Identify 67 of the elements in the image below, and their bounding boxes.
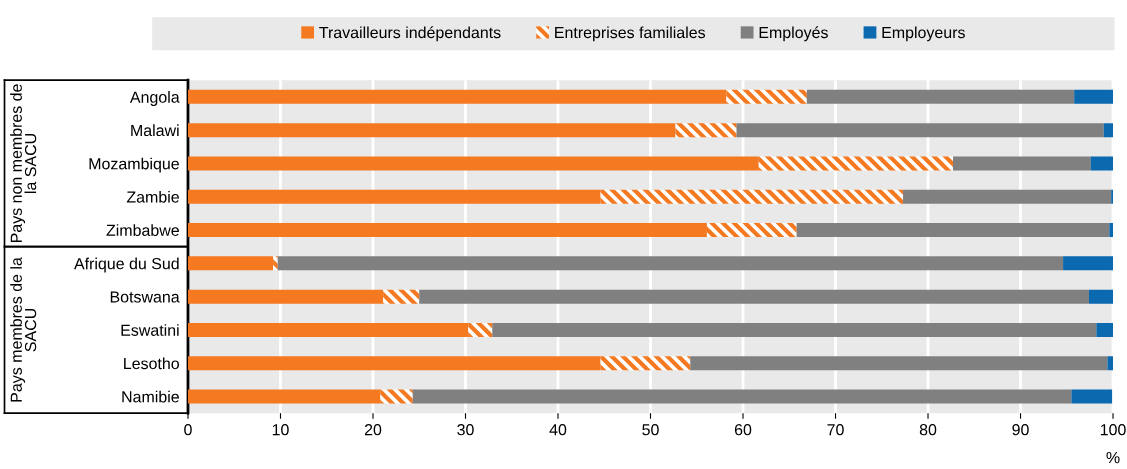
x-tick-label: 20 — [364, 424, 382, 436]
bar — [187, 356, 601, 371]
bar — [903, 189, 1112, 204]
bar — [690, 356, 1108, 371]
bar — [1063, 256, 1114, 271]
bar — [806, 89, 1075, 104]
bar — [187, 89, 727, 104]
bar — [1074, 89, 1114, 104]
legend-label: Employés — [759, 26, 828, 42]
y-tick-label: Malawi — [131, 124, 179, 137]
y-tick-label: Mozambique — [89, 157, 179, 173]
bar — [1103, 123, 1114, 138]
bar — [796, 223, 1110, 238]
bar — [1071, 389, 1113, 404]
x-axis-title: % — [1106, 451, 1120, 464]
x-tick-label: 60 — [734, 424, 752, 436]
y-tick-label: Zimbabwe — [106, 224, 179, 236]
x-tick-label: 80 — [919, 424, 937, 436]
x-tick-label: 40 — [549, 424, 567, 436]
bar — [419, 289, 1089, 304]
bar — [187, 189, 601, 204]
bar — [1090, 156, 1114, 171]
text: Pays non membres de la SACU — [10, 84, 37, 243]
legend-label: Employeurs — [882, 26, 965, 42]
bar — [952, 156, 1091, 171]
bar — [1096, 322, 1114, 337]
bar — [1088, 289, 1114, 304]
bar — [187, 156, 759, 171]
x-tick-label: 90 — [1012, 424, 1029, 436]
bar — [758, 156, 953, 171]
bar — [187, 123, 676, 138]
bar — [600, 356, 691, 371]
legend-label: Travailleurs indépendants — [319, 26, 501, 42]
bar — [380, 389, 413, 404]
legend-label: Entreprises familiales — [555, 26, 706, 42]
bar — [1109, 223, 1114, 238]
bar — [273, 256, 278, 271]
bar — [706, 223, 797, 238]
bar — [187, 322, 469, 337]
x-tick-label: 30 — [457, 424, 474, 436]
bar — [187, 223, 707, 238]
bar — [383, 289, 420, 304]
bar — [187, 289, 384, 304]
y-tick-label: Botswana — [110, 291, 180, 303]
bar — [187, 256, 274, 271]
bar — [492, 322, 1097, 337]
y-tick-label: Eswatini — [121, 324, 179, 336]
y-tick-label: Afrique du Sud — [74, 257, 179, 273]
text: Pays membres de la SACU — [10, 257, 37, 402]
bar — [277, 256, 1064, 271]
bar — [412, 389, 1072, 404]
y-tick-label: Angola — [129, 91, 180, 106]
bar — [1107, 356, 1114, 371]
y-tick-label: Lesotho — [124, 357, 179, 370]
y-tick-label: Zambie — [126, 190, 179, 203]
bar — [468, 322, 493, 337]
x-tick-label: 70 — [827, 424, 844, 436]
bar — [600, 189, 904, 204]
bar — [726, 89, 807, 104]
y-tick-label: Namibie — [122, 390, 179, 403]
x-tick-label: 0 — [184, 424, 192, 436]
x-tick-label: 50 — [642, 424, 659, 436]
bar — [187, 389, 381, 404]
x-tick-label: 10 — [272, 424, 289, 436]
x-tick-label: 100 — [1100, 424, 1126, 436]
bar — [736, 123, 1104, 138]
bar — [675, 123, 737, 138]
